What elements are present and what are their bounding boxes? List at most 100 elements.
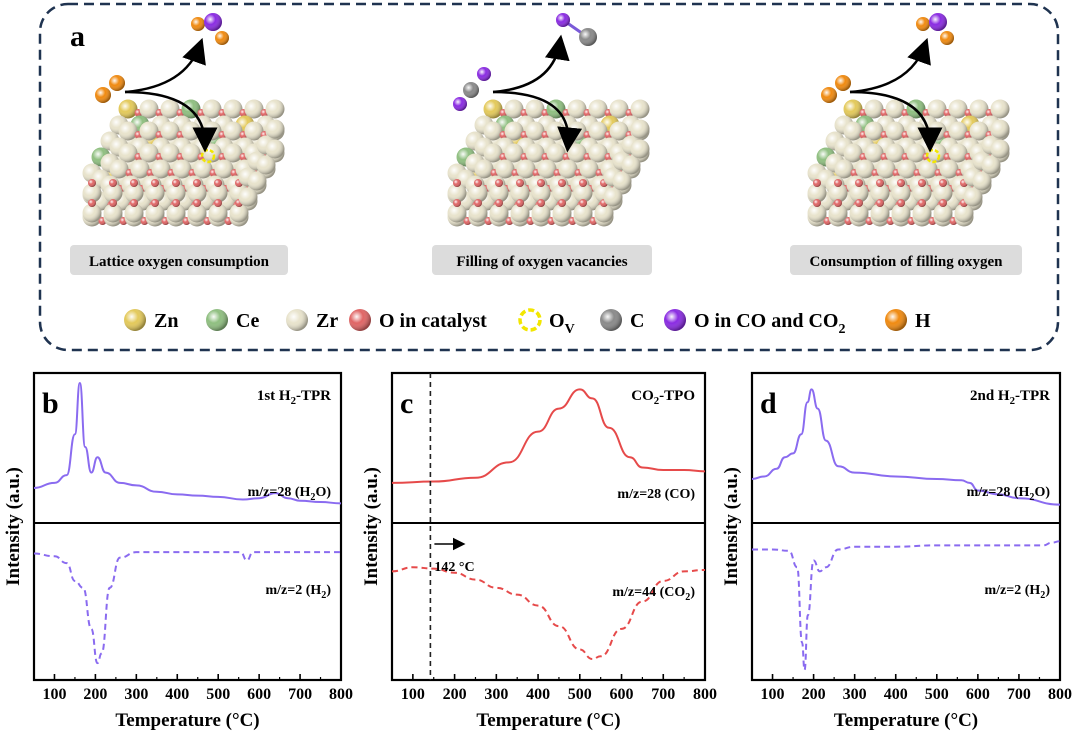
lattice-atom (160, 121, 180, 141)
x-tick-label: 200 (802, 686, 826, 703)
lattice-atom (139, 121, 159, 141)
lattice-oxygen-atom (130, 179, 138, 187)
lattice-atom (244, 121, 264, 141)
catalyst-slab-2 (447, 99, 650, 227)
legend-item: O in catalyst (349, 309, 487, 332)
lattice-oxygen-atom (834, 199, 842, 207)
lattice-oxygen-atom (558, 179, 566, 187)
lattice-atom (495, 159, 515, 179)
x-tick-label: 700 (288, 686, 312, 703)
x-tick-label: 700 (651, 686, 675, 703)
y-axis-label: Intensity (a.u.) (3, 467, 24, 586)
lattice-oxygen-atom (495, 179, 503, 187)
x-tick-label: 200 (443, 686, 467, 703)
lattice-atom (855, 159, 875, 179)
gas-oxygen-atom (204, 13, 222, 31)
lattice-atom (483, 99, 503, 119)
lattice-atom (972, 171, 992, 191)
caption-text: Lattice oxygen consumption (89, 254, 270, 270)
lattice-atom (474, 159, 494, 179)
lattice-oxygen-atom (130, 199, 138, 207)
vline-label: 142 °C (434, 560, 474, 575)
x-axis-label: Temperature (°C) (476, 710, 620, 731)
hydrogen-atom (191, 17, 205, 31)
panel-label: b (42, 387, 59, 420)
lattice-atom (933, 183, 953, 203)
series-annotation: m/z=28 (CO) (617, 487, 695, 502)
lattice-atom (969, 121, 989, 141)
lattice-oxygen-atom (897, 199, 905, 207)
lattice-atom (525, 143, 545, 163)
x-tick-label: 600 (966, 686, 990, 703)
series-annotation: m/z=28 (H2O) (967, 485, 1051, 503)
lattice-oxygen-atom (516, 179, 524, 187)
panel-a-frame (38, 2, 1060, 352)
lattice-atom (483, 121, 503, 141)
lattice-atom (247, 171, 267, 191)
series-line-2 (391, 566, 706, 661)
y-axis-label: Intensity (a.u.) (721, 467, 742, 586)
series-line-2 (751, 540, 1061, 672)
lattice-oxygen-atom (193, 179, 201, 187)
lattice-atom (603, 187, 623, 207)
chart-panel-c: 100 200 300 400 500 600 700 800 Temperature (°C)… (361, 371, 717, 731)
lattice-oxygen-atom (151, 179, 159, 187)
gas-oxygen-atom (453, 97, 467, 111)
lattice-atom (118, 99, 138, 119)
lattice-atom (621, 155, 641, 175)
lattice-oxygen-atom (537, 199, 545, 207)
legend-label: Zr (316, 310, 338, 332)
x-tick-label: 300 (124, 686, 148, 703)
x-tick-label: 800 (1048, 686, 1072, 703)
lattice-atom (588, 121, 608, 141)
lattice-oxygen-atom (151, 199, 159, 207)
lattice-oxygen-atom (537, 179, 545, 187)
lattice-oxygen-atom (813, 199, 821, 207)
lattice-atom (885, 99, 905, 119)
lattice-atom (963, 187, 983, 207)
lattice-atom (807, 203, 827, 223)
lattice-atom (849, 183, 869, 203)
lattice-atom (118, 121, 138, 141)
lattice-atom (849, 203, 869, 223)
lattice-atom (891, 203, 911, 223)
lattice-oxygen-atom (495, 199, 503, 207)
x-tick-label: 300 (484, 686, 508, 703)
panel-label: d (760, 387, 777, 420)
lattice-atom (573, 203, 593, 223)
lattice-atom (906, 121, 926, 141)
series-line-1 (33, 381, 342, 505)
lattice-atom (82, 183, 102, 203)
series-annotation: m/z=44 (CO2) (612, 585, 695, 603)
lattice-atom (912, 203, 932, 223)
x-tick-label: 600 (247, 686, 271, 703)
x-tick-label: 500 (568, 686, 592, 703)
lattice-atom (864, 121, 884, 141)
lattice-oxygen-atom (214, 199, 222, 207)
lattice-oxygen-atom (474, 179, 482, 187)
lattice-atom (843, 143, 863, 163)
lattice-oxygen-atom (579, 199, 587, 207)
hydrogen-atom (821, 87, 837, 103)
x-tick-label: 200 (83, 686, 107, 703)
lattice-atom (504, 99, 524, 119)
lattice-atom (630, 119, 650, 139)
lattice-atom (876, 159, 896, 179)
lattice-oxygen-atom (516, 199, 524, 207)
reaction-arrow-down (492, 90, 583, 153)
lattice-atom (807, 183, 827, 203)
lattice-atom (567, 99, 587, 119)
lattice-atom (579, 159, 599, 179)
chart-panel-b: 100 200 300 400 500 600 700 800 Temperature (°C)… (3, 371, 353, 731)
lattice-atom (948, 99, 968, 119)
lattice-atom (954, 203, 974, 223)
lattice-atom (630, 139, 650, 159)
lattice-atom (537, 159, 557, 179)
lattice-oxygen-atom (834, 179, 842, 187)
carbon-atom (579, 28, 597, 46)
lattice-oxygen-atom (88, 199, 96, 207)
lattice-atom (843, 121, 863, 141)
lattice-atom (609, 99, 629, 119)
legend-item: Ce (206, 309, 259, 332)
lattice-atom (552, 183, 572, 203)
